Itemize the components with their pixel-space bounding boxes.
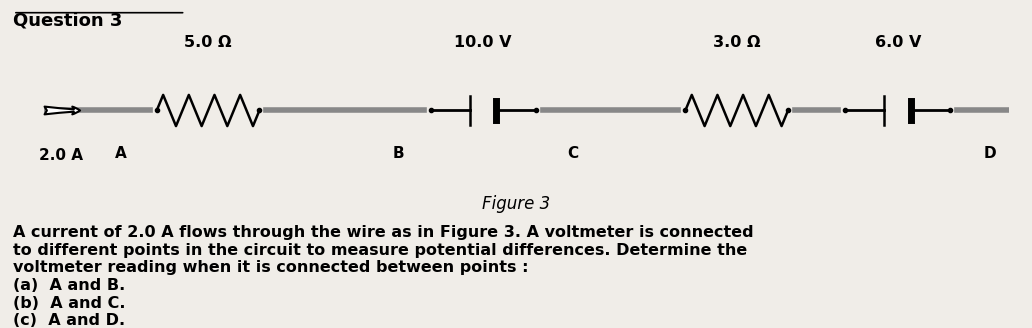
- Text: to different points in the circuit to measure potential differences. Determine t: to different points in the circuit to me…: [13, 243, 747, 258]
- Text: A current of 2.0 A flows through the wire as in Figure 3. A voltmeter is connect: A current of 2.0 A flows through the wir…: [13, 225, 753, 240]
- Text: C: C: [567, 146, 578, 160]
- Text: 10.0 V: 10.0 V: [454, 35, 512, 50]
- Text: voltmeter reading when it is connected between points :: voltmeter reading when it is connected b…: [13, 260, 528, 276]
- Text: A: A: [115, 146, 127, 160]
- Text: 2.0 A: 2.0 A: [39, 148, 83, 163]
- Text: Figure 3: Figure 3: [482, 195, 550, 213]
- Text: 5.0 Ω: 5.0 Ω: [185, 35, 232, 50]
- Text: B: B: [392, 146, 404, 160]
- Text: D: D: [983, 146, 997, 160]
- Text: (b)  A and C.: (b) A and C.: [13, 296, 126, 311]
- Text: (c)  A and D.: (c) A and D.: [13, 313, 125, 328]
- Text: (a)  A and B.: (a) A and B.: [13, 278, 125, 293]
- Text: Question 3: Question 3: [13, 11, 123, 29]
- Text: 3.0 Ω: 3.0 Ω: [713, 35, 761, 50]
- Text: 6.0 V: 6.0 V: [875, 35, 921, 50]
